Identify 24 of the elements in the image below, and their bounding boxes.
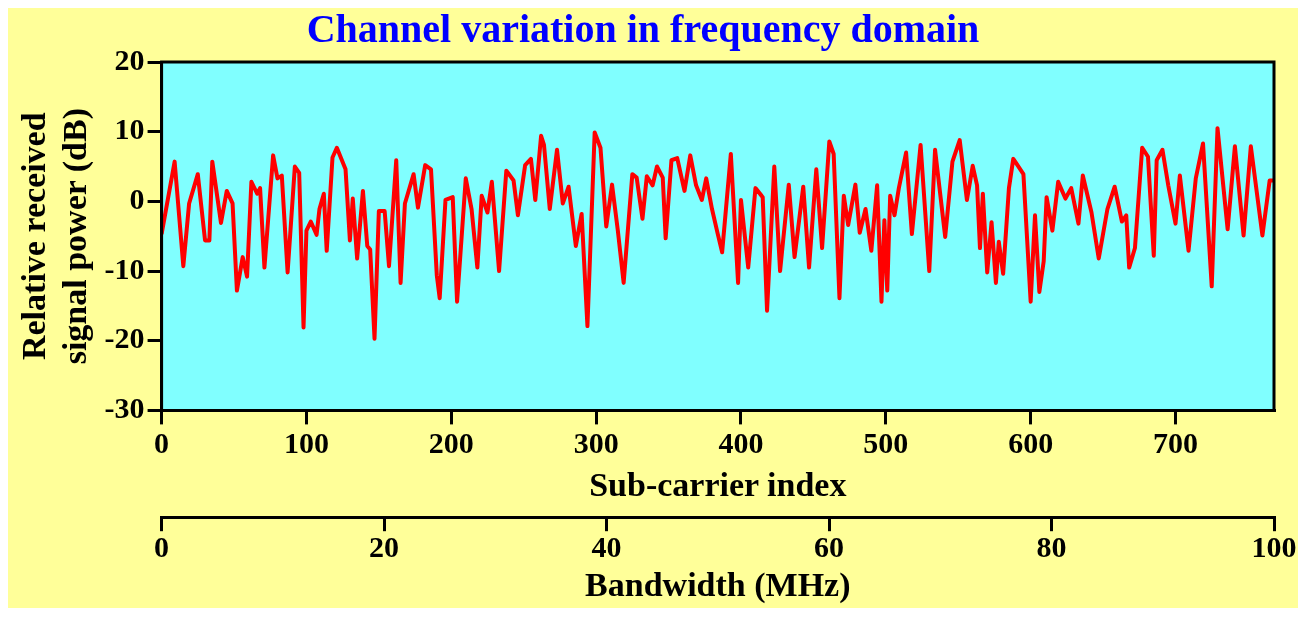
x-tick-label: 0 — [154, 426, 170, 460]
chart-title: Channel variation in frequency domain — [306, 6, 980, 52]
x-tick-label: 400 — [718, 426, 764, 460]
x-tick-label: 700 — [1153, 426, 1199, 460]
y-tick-label: 20 — [114, 42, 145, 76]
y-tick-label: -10 — [104, 251, 145, 285]
x-tick-label: 300 — [573, 426, 619, 460]
x2-tick-label: 20 — [369, 529, 400, 563]
x2-tick-label: 80 — [1036, 529, 1067, 563]
y-tick-label: 0 — [129, 182, 145, 216]
x-tick-label: 100 — [283, 426, 329, 460]
y-tick-label: -30 — [104, 391, 145, 425]
y-tick-label: 10 — [114, 112, 145, 146]
y-axis-title: Relative received signal power (dB) — [15, 108, 94, 365]
x-axis-title: Sub-carrier index — [589, 465, 847, 503]
x2-tick-label: 100 — [1251, 529, 1297, 563]
x2-tick-label: 40 — [591, 529, 622, 563]
x-tick-label: 200 — [428, 426, 474, 460]
x-tick-label: 500 — [863, 426, 909, 460]
x-tick-label: 600 — [1008, 426, 1054, 460]
x2-tick-label: 0 — [154, 529, 170, 563]
x2-tick-label: 60 — [814, 529, 845, 563]
y-tick-label: -20 — [104, 321, 145, 355]
x2-axis-title: Bandwidth (MHz) — [585, 566, 851, 605]
